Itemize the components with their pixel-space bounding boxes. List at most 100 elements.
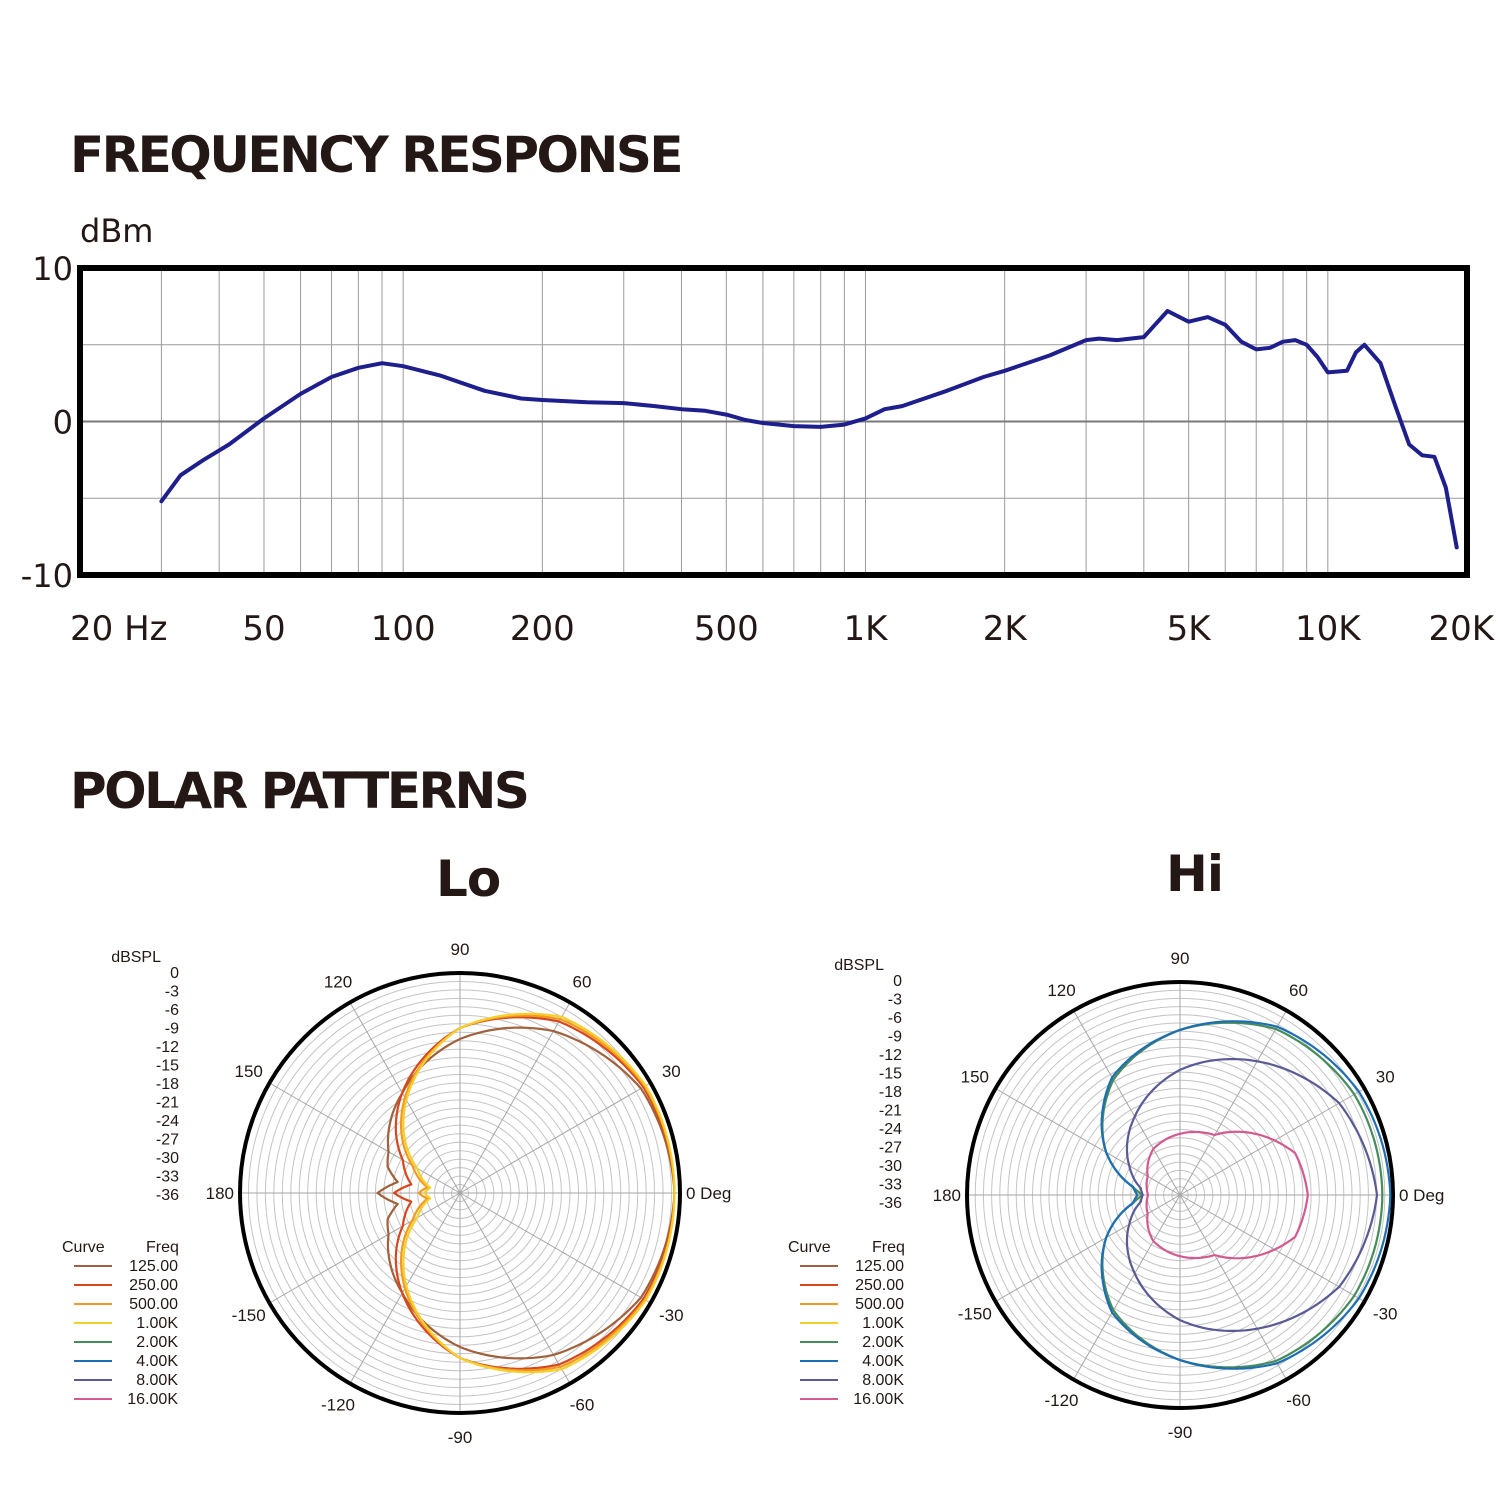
polar-r-tick-label: -24: [156, 1113, 179, 1130]
polar-curve-8-00K: [1125, 1058, 1379, 1332]
polar-grid-spoke: [459, 1082, 651, 1194]
polar-curve-4-00K: [1100, 1020, 1392, 1370]
polar-chart-lo: 0 Deg306090120150180-150-120-90-60-30dBS…: [62, 940, 731, 1447]
polar-legend-freq: 8.00K: [136, 1372, 178, 1389]
fr-y-tick-label: 0: [53, 404, 73, 442]
polar-legend-freq: 500.00: [129, 1296, 178, 1313]
polar-angle-label: -90: [1168, 1423, 1193, 1442]
polar-r-tick-label: -30: [156, 1150, 179, 1167]
polar-angle-label: 60: [573, 973, 592, 992]
polar-legend-freq: 16.00K: [853, 1391, 904, 1408]
polar-legend-freq: 125.00: [129, 1258, 178, 1275]
fr-x-tick-label: 20K: [1428, 609, 1495, 649]
polar-r-tick-label: -6: [888, 1010, 902, 1027]
fr-x-tick-label: 20 Hz: [70, 609, 167, 649]
polar-grid-spoke: [269, 1192, 461, 1304]
polar-r-tick-label: -9: [888, 1029, 902, 1046]
polar-angle-label: -30: [659, 1306, 684, 1325]
fr-x-tick-label: 1K: [844, 609, 890, 649]
fr-y-tick-label: 10: [32, 250, 73, 288]
polar-legend-freq: 2.00K: [136, 1334, 178, 1351]
polar-grid-spoke: [1179, 1194, 1365, 1302]
fr-y-tick-label: -10: [21, 557, 73, 595]
polar-angle-label: -120: [321, 1395, 355, 1414]
polar-angle-label: 90: [1171, 949, 1190, 968]
polar-r-tick-label: -21: [156, 1095, 179, 1112]
polar-r-tick-label: -27: [156, 1132, 179, 1149]
polar-lo-title: Lo: [436, 850, 501, 908]
polar-r-tick-label: -9: [165, 1021, 179, 1038]
polar-angle-label: -60: [1286, 1391, 1311, 1410]
polar-chart-hi: 0 Deg306090120150180-150-120-90-60-30dBS…: [788, 949, 1444, 1442]
polar-grid-spoke: [995, 1088, 1181, 1196]
polar-r-tick-label: 0: [893, 973, 902, 990]
polar-angle-label: 0 Deg: [1399, 1186, 1444, 1205]
polar-angle-label: 30: [662, 1062, 681, 1081]
polar-grid-spoke: [1073, 1010, 1181, 1196]
polar-angle-label: 120: [1047, 981, 1075, 1000]
polar-r-tick-label: -6: [165, 1002, 179, 1019]
polar-grid-spoke: [459, 1192, 651, 1304]
polar-legend-freq: 500.00: [855, 1296, 904, 1313]
polar-legend-freq-header: Freq: [146, 1239, 179, 1256]
polar-legend-freq: 2.00K: [862, 1334, 904, 1351]
polar-r-tick-label: -36: [156, 1187, 179, 1204]
fr-frame: [77, 265, 1470, 578]
polar-r-tick-label: -33: [156, 1169, 179, 1186]
polar-r-axis-label: dBSPL: [111, 949, 161, 966]
polar-grid-spoke: [1073, 1194, 1181, 1380]
polar-r-tick-label: -15: [879, 1066, 902, 1083]
polar-r-tick-label: -27: [879, 1140, 902, 1157]
polar-legend-freq: 8.00K: [862, 1372, 904, 1389]
polar-legend-freq: 125.00: [855, 1258, 904, 1275]
polar-grid-spoke: [459, 1192, 571, 1384]
polar-r-tick-label: -12: [879, 1047, 902, 1064]
polar-angle-label: -120: [1044, 1391, 1078, 1410]
polar-legend-freq: 4.00K: [136, 1353, 178, 1370]
fr-x-tick-label: 200: [510, 609, 575, 649]
polar-curve-1-00K: [402, 1012, 676, 1374]
fr-x-tick-label: 2K: [983, 609, 1029, 649]
polar-grid-spoke: [995, 1194, 1181, 1302]
polar-r-tick-label: -21: [879, 1103, 902, 1120]
polar-r-tick-label: -24: [879, 1121, 902, 1138]
polar-r-tick-label: -12: [156, 1039, 179, 1056]
polar-grid-spoke: [269, 1082, 461, 1194]
fr-x-tick-label: 500: [694, 609, 759, 649]
polar-r-tick-label: -3: [165, 984, 179, 1001]
polar-grid-spoke: [1179, 1088, 1365, 1196]
polar-legend-freq: 250.00: [129, 1277, 178, 1294]
polar-angle-label: -150: [232, 1306, 266, 1325]
polar-angle-label: 60: [1289, 981, 1308, 1000]
polar-grid-spoke: [1179, 1194, 1287, 1380]
polar-grid-spoke: [459, 1002, 571, 1194]
polar-angle-label: 180: [206, 1184, 234, 1203]
polar-r-tick-label: -18: [879, 1084, 902, 1101]
polar-angle-label: 120: [324, 973, 352, 992]
frequency-response-title: FREQUENCY RESPONSE: [70, 126, 684, 184]
polar-angle-label: -30: [1373, 1305, 1398, 1324]
fr-x-tick-label: 5K: [1167, 609, 1213, 649]
polar-legend-freq: 1.00K: [862, 1315, 904, 1332]
polar-patterns-title: POLAR PATTERNS: [70, 762, 530, 820]
polar-outer-ring: [965, 980, 1395, 1410]
polar-angle-label: 90: [451, 940, 470, 959]
polar-angle-label: -60: [570, 1395, 595, 1414]
polar-hi-title: Hi: [1166, 845, 1224, 903]
polar-r-tick-label: -18: [156, 1076, 179, 1093]
fr-y-axis-label: dBm: [80, 212, 153, 250]
fr-x-tick-label: 100: [371, 609, 436, 649]
polar-legend-freq: 4.00K: [862, 1353, 904, 1370]
polar-legend-freq: 250.00: [855, 1277, 904, 1294]
polar-legend-curve-header: Curve: [788, 1239, 831, 1256]
polar-r-tick-label: -30: [879, 1158, 902, 1175]
polar-angle-label: 30: [1376, 1068, 1395, 1087]
polar-curve-16-00K: [1145, 1130, 1309, 1260]
fr-curve: [159, 309, 1459, 550]
fr-x-tick-label: 10K: [1295, 609, 1362, 649]
polar-legend-freq: 1.00K: [136, 1315, 178, 1332]
polar-legend-freq: 16.00K: [127, 1391, 178, 1408]
fr-x-tick-label: 50: [242, 609, 285, 649]
polar-angle-label: 180: [933, 1186, 961, 1205]
